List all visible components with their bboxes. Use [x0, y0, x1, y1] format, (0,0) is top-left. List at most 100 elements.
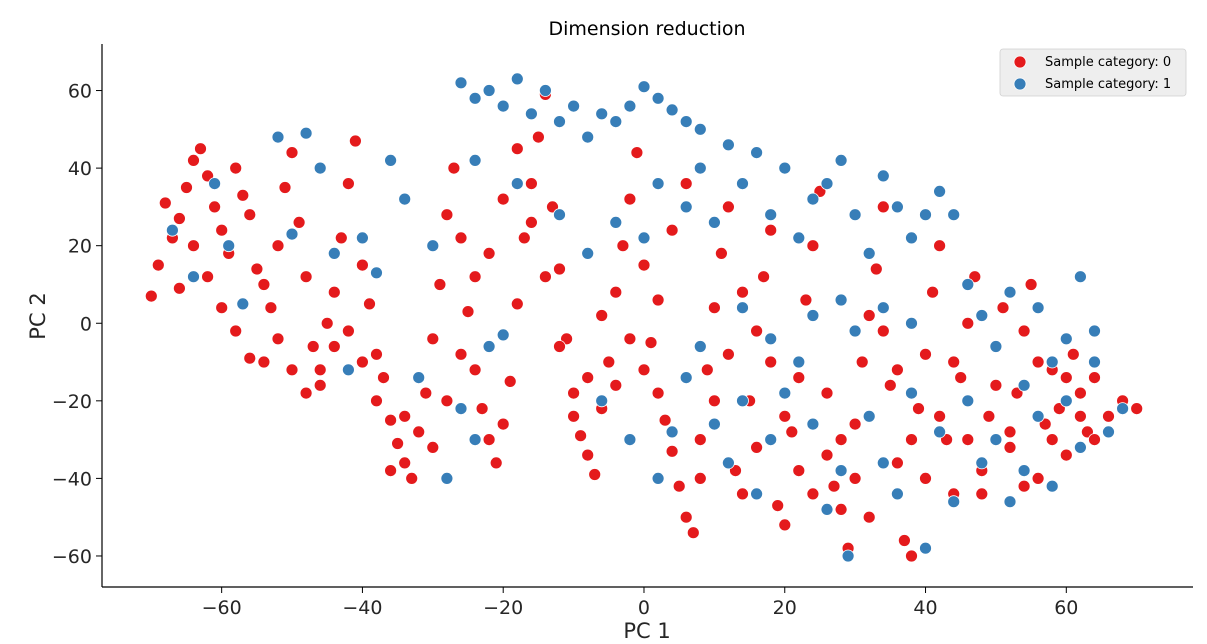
- data-point-category-0: [348, 134, 362, 148]
- chart-title: Dimension reduction: [548, 18, 745, 40]
- data-point-category-0: [553, 340, 566, 353]
- data-point-category-1: [806, 192, 820, 206]
- data-point-category-1: [1059, 332, 1073, 346]
- data-point-category-1: [525, 107, 538, 121]
- data-point-category-1: [919, 208, 932, 222]
- data-point-category-1: [961, 394, 975, 408]
- data-point-category-0: [700, 363, 714, 377]
- data-point-category-1: [236, 297, 250, 311]
- data-point-category-0: [271, 239, 285, 253]
- data-point-category-0: [285, 363, 299, 377]
- data-point-category-0: [919, 471, 932, 485]
- data-point-category-0: [440, 394, 454, 408]
- data-point-category-0: [764, 355, 778, 369]
- data-point-category-1: [778, 161, 792, 175]
- data-point-category-0: [215, 301, 229, 315]
- data-point-category-1: [665, 425, 679, 439]
- data-point-category-0: [447, 161, 461, 175]
- legend-marker-category-0: [1013, 55, 1027, 69]
- data-point-category-1: [905, 231, 918, 245]
- data-point-category-0: [827, 479, 841, 493]
- data-point-category-0: [454, 347, 468, 361]
- data-point-category-0: [327, 285, 341, 299]
- data-point-category-0: [553, 262, 566, 276]
- data-point-category-1: [1074, 270, 1087, 284]
- data-point-category-1: [708, 215, 721, 229]
- data-point-category-0: [419, 386, 433, 400]
- data-point-category-0: [876, 324, 890, 338]
- data-point-category-0: [567, 386, 580, 400]
- data-point-category-0: [482, 246, 496, 260]
- data-point-category-1: [820, 177, 834, 191]
- data-point-category-0: [525, 177, 538, 191]
- data-point-category-0: [989, 378, 1003, 392]
- data-point-category-1: [496, 99, 510, 113]
- y-tick-label: 0: [80, 313, 92, 335]
- data-point-category-0: [588, 468, 602, 481]
- data-point-category-1: [1088, 355, 1101, 369]
- data-point-category-0: [806, 239, 820, 253]
- data-point-category-0: [299, 386, 313, 400]
- data-point-category-0: [933, 239, 946, 253]
- data-point-category-1: [792, 231, 806, 245]
- data-point-category-1: [1102, 425, 1115, 439]
- data-point-category-0: [630, 146, 644, 160]
- data-point-category-0: [609, 378, 623, 392]
- y-tick-label: −40: [52, 468, 92, 490]
- data-point-category-0: [158, 196, 172, 210]
- data-point-category-0: [271, 332, 285, 346]
- data-point-category-0: [975, 487, 989, 501]
- data-point-category-0: [370, 347, 383, 361]
- data-point-category-1: [919, 541, 932, 555]
- data-point-category-0: [679, 177, 693, 191]
- data-point-category-0: [391, 437, 405, 450]
- data-point-category-1: [1116, 402, 1129, 416]
- data-point-category-0: [313, 363, 327, 377]
- data-point-category-0: [806, 487, 820, 501]
- data-point-category-0: [616, 239, 630, 253]
- y-tick-label: 60: [68, 81, 92, 103]
- data-point-category-1: [693, 161, 707, 175]
- data-point-category-1: [764, 332, 778, 346]
- data-point-category-1: [975, 456, 989, 470]
- data-point-category-1: [510, 177, 524, 191]
- data-point-category-1: [1045, 355, 1059, 369]
- data-point-category-1: [609, 115, 623, 128]
- data-point-category-1: [961, 278, 975, 291]
- data-point-category-0: [496, 192, 510, 206]
- data-point-category-0: [257, 355, 271, 369]
- data-point-category-0: [525, 215, 538, 229]
- data-point-category-1: [736, 177, 749, 191]
- data-point-category-1: [862, 409, 876, 423]
- data-point-category-1: [222, 239, 236, 253]
- data-point-category-1: [637, 80, 651, 94]
- data-point-category-0: [792, 371, 806, 385]
- data-point-category-0: [672, 479, 686, 493]
- data-point-category-1: [208, 177, 222, 191]
- data-point-category-0: [144, 289, 158, 303]
- data-point-category-1: [764, 208, 778, 222]
- data-point-category-1: [764, 433, 778, 447]
- data-point-category-1: [609, 215, 623, 229]
- data-point-category-0: [848, 417, 862, 431]
- data-point-category-0: [764, 223, 778, 237]
- data-point-category-1: [1074, 440, 1087, 454]
- data-point-category-1: [651, 91, 665, 105]
- data-point-category-0: [1088, 371, 1101, 385]
- data-point-category-0: [412, 425, 426, 439]
- data-point-category-0: [1031, 471, 1045, 485]
- data-point-category-0: [1031, 355, 1045, 369]
- data-point-category-0: [1017, 324, 1031, 338]
- data-point-category-0: [1017, 479, 1031, 493]
- data-point-category-0: [602, 355, 616, 369]
- x-tick-label: 40: [913, 597, 937, 619]
- data-point-category-1: [947, 208, 961, 222]
- data-point-category-0: [278, 181, 292, 194]
- data-point-category-1: [862, 246, 876, 260]
- data-point-category-0: [180, 181, 193, 194]
- data-point-category-0: [172, 212, 186, 225]
- data-point-category-0: [243, 208, 257, 222]
- data-point-category-0: [503, 374, 517, 388]
- data-point-category-0: [426, 440, 440, 454]
